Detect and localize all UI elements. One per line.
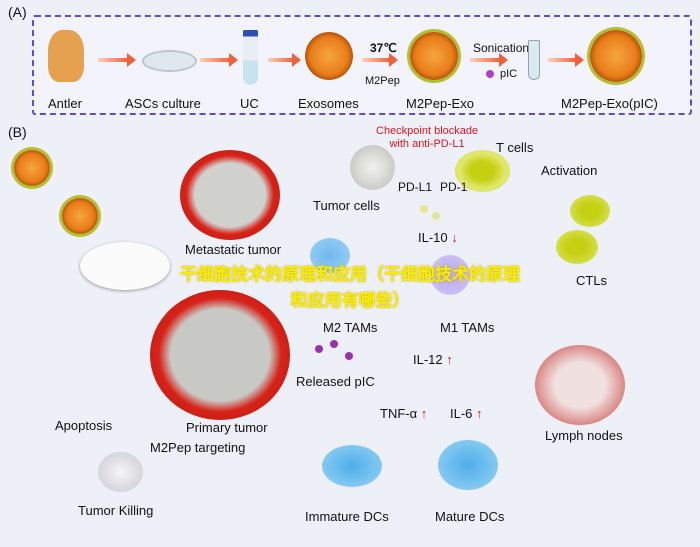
tnf-text: TNF-α — [380, 406, 418, 421]
m1-tam-icon — [430, 255, 470, 295]
petri-dish-icon — [142, 50, 197, 72]
checkpoint-label: Checkpoint blockade with anti-PD-L1 — [376, 125, 478, 151]
arrow — [548, 53, 584, 67]
step-antler: Antler — [48, 96, 82, 111]
arrow — [98, 53, 136, 67]
pic-dot — [330, 340, 338, 348]
arrow — [268, 53, 301, 67]
ctl-icon — [570, 195, 610, 227]
deer-icon — [48, 30, 84, 82]
primary-tumor-label: Primary tumor — [186, 420, 268, 435]
pic-dot — [315, 345, 323, 353]
step-m2pep-exo-pic: M2Pep-Exo(pIC) — [561, 96, 658, 111]
pic-label: pIC — [500, 68, 518, 80]
immature-dcs-label: Immature DCs — [305, 509, 389, 524]
up-arrow-icon: ↑ — [476, 406, 483, 421]
eppendorf-icon — [528, 40, 540, 80]
m2-tam-icon — [310, 238, 350, 273]
pic-dot — [345, 352, 353, 360]
tumor-cells-label: Tumor cells — [313, 198, 380, 213]
nanoparticle-icon — [62, 198, 98, 234]
pic-icon — [486, 70, 494, 78]
mouse-icon — [80, 242, 170, 290]
m2-tams-label: M2 TAMs — [323, 320, 378, 335]
activation-label: Activation — [541, 163, 598, 178]
watermark-text: 干细胞技术的原理和应用（干细胞技术的原理和应用有哪些） — [180, 265, 520, 310]
up-arrow-icon: ↑ — [420, 406, 428, 421]
checkpoint-line-1: Checkpoint blockade — [376, 125, 479, 137]
tube-icon — [243, 30, 258, 85]
mature-dc-icon — [438, 440, 498, 490]
immature-dc-icon — [322, 445, 382, 487]
up-arrow-icon: ↑ — [446, 352, 453, 367]
il6-text: IL-6 — [450, 406, 473, 421]
lymph-nodes-label: Lymph nodes — [545, 428, 623, 443]
arrow — [470, 53, 508, 67]
mature-dcs-label: Mature DCs — [435, 509, 505, 524]
m2pep-exo-pic-icon — [590, 30, 642, 82]
m2pep-targeting-label: M2Pep targeting — [150, 440, 246, 455]
down-arrow-icon: ↓ — [451, 230, 458, 245]
step-ascs-culture: ASCs culture — [125, 96, 201, 111]
pd-1-label: PD-1 — [440, 180, 468, 194]
panel-a-label: (A) — [8, 4, 27, 20]
panel-b-label: (B) — [8, 124, 27, 140]
step-m2pep-exo: M2Pep-Exo — [406, 96, 474, 111]
il10-dot — [420, 205, 428, 213]
tumor-killing-label: Tumor Killing — [78, 503, 154, 518]
il10-text: IL-10 — [418, 230, 448, 245]
step-uc: UC — [240, 96, 259, 111]
nanoparticle-icon — [14, 150, 50, 186]
ctls-label: CTLs — [576, 273, 608, 288]
step-exosomes: Exosomes — [298, 96, 359, 111]
ctl-icon — [556, 230, 598, 264]
il12-label: IL-12 ↑ — [413, 352, 453, 367]
il12-text: IL-12 — [413, 352, 443, 367]
metastatic-tumor-label: Metastatic tumor — [185, 242, 282, 257]
killed-tumor-icon — [98, 452, 143, 492]
m2pep-label: M2Pep — [365, 75, 400, 87]
sonication-label: Sonication — [473, 41, 530, 55]
released-pic-label: Released pIC — [296, 374, 375, 389]
checkpoint-line-2: with anti-PD-L1 — [389, 138, 465, 150]
exosome-icon — [305, 32, 353, 80]
temp-label: 37℃ — [370, 41, 397, 55]
t-cells-label: T cells — [496, 140, 534, 155]
lymph-node-icon — [535, 345, 625, 425]
arrow — [200, 53, 238, 67]
m2pep-exo-icon — [410, 32, 458, 80]
m1-tams-label: M1 TAMs — [440, 320, 495, 335]
t-cell-icon — [455, 150, 510, 192]
il10-dot — [432, 212, 440, 220]
il6-label: IL-6 ↑ — [450, 406, 483, 421]
tumor-cell-icon — [350, 145, 395, 190]
il10-label: IL-10 ↓ — [418, 230, 458, 245]
primary-tumor-icon — [150, 290, 290, 420]
metastatic-tumor-icon — [180, 150, 280, 240]
apoptosis-label: Apoptosis — [55, 418, 113, 433]
tnf-label: TNF-α ↑ — [380, 406, 427, 421]
pd-l1-label: PD-L1 — [398, 180, 433, 194]
arrow — [362, 53, 398, 67]
